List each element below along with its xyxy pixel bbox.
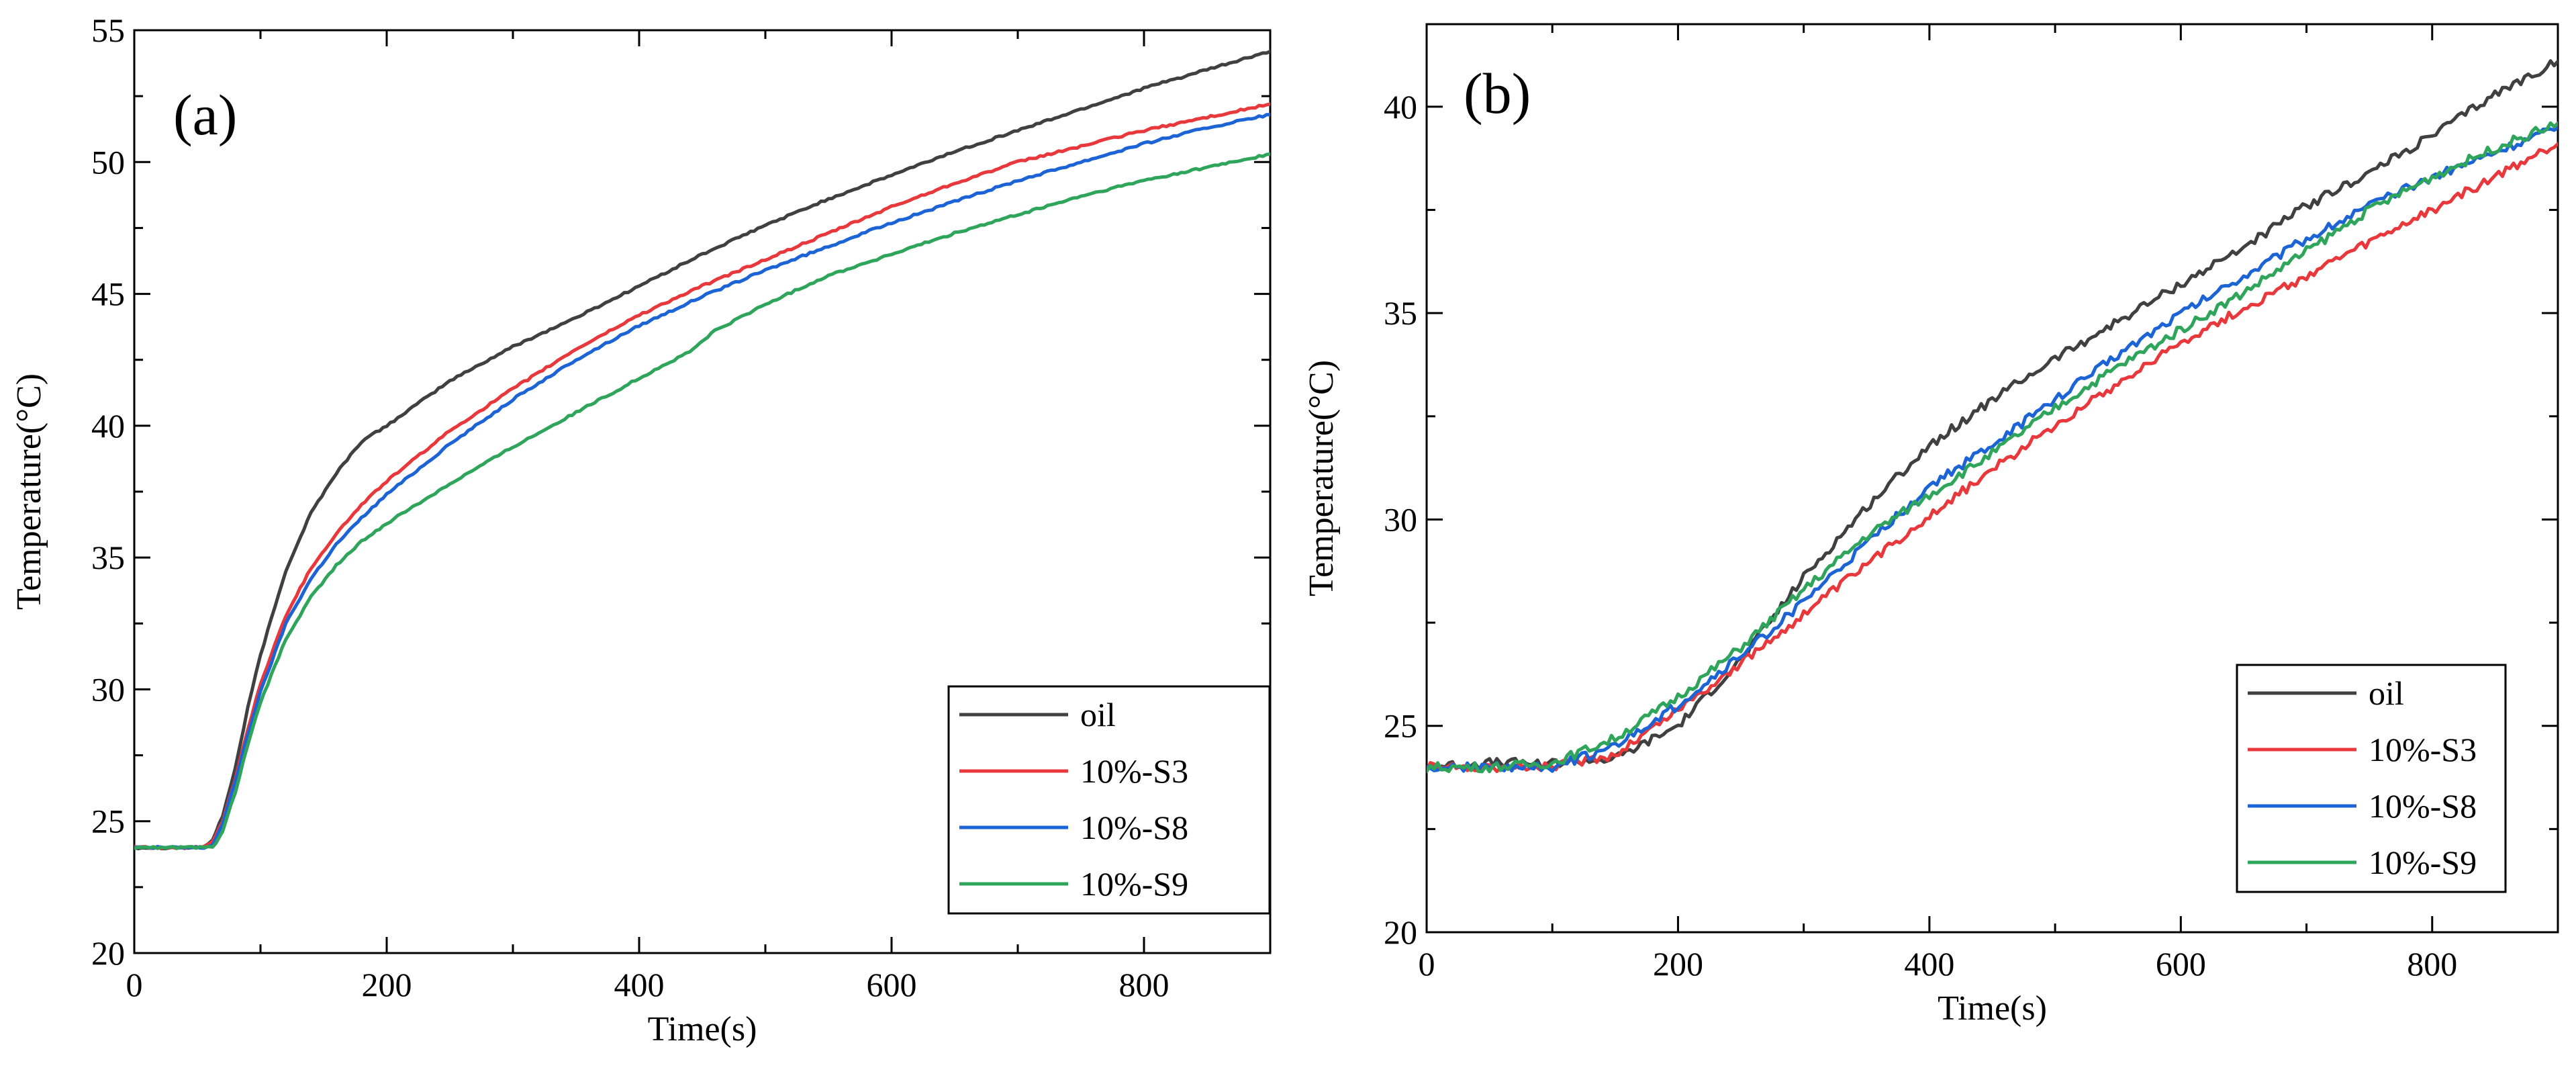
chart-a-series-line-oil bbox=[134, 49, 1270, 850]
chart-a-legend-label: 10%-S3 bbox=[1080, 752, 1188, 790]
chart-b-y-tick-label: 25 bbox=[1384, 707, 1417, 745]
chart-b-y-tick-label: 35 bbox=[1384, 294, 1417, 332]
chart-b-series-group bbox=[1427, 59, 2558, 774]
chart-a-legend-label: 10%-S9 bbox=[1080, 865, 1188, 903]
chart-b-x-tick-label: 200 bbox=[1653, 945, 1703, 983]
chart-a-series-line-10s8 bbox=[134, 113, 1270, 850]
chart-a-series-group bbox=[134, 49, 1270, 850]
chart-b-y-tick-label: 40 bbox=[1384, 88, 1417, 126]
chart-a-x-axis-title: Time(s) bbox=[648, 1010, 757, 1048]
chart-a-y-axis-title: Temperature(°C) bbox=[10, 373, 48, 610]
chart-a-legend-label: 10%-S8 bbox=[1080, 809, 1188, 846]
chart-a-x-tick-label: 200 bbox=[362, 966, 412, 1003]
chart-b-series-line-10s9 bbox=[1427, 121, 2558, 774]
chart-b-y-tick-label: 30 bbox=[1384, 500, 1417, 538]
chart-a-series-line-10s3 bbox=[134, 102, 1270, 850]
chart-b-plot-frame bbox=[1425, 23, 2559, 934]
chart-a-y-tick-label: 20 bbox=[91, 934, 125, 972]
chart-b-legend: oil 10%-S3 10%-S8 10%-S9 bbox=[2236, 664, 2507, 893]
chart-a-legend-box bbox=[947, 685, 1271, 915]
chart-a-x-tick-label: 800 bbox=[1119, 966, 1170, 1003]
chart-a-x-tick-label: 600 bbox=[867, 966, 917, 1003]
chart-b-x-tick-label: 600 bbox=[2156, 945, 2206, 983]
chart-b-x-tick-label: 400 bbox=[1904, 945, 1954, 983]
chart-b-series-line-10s3 bbox=[1427, 142, 2558, 774]
chart-a-y-tick-label: 45 bbox=[91, 275, 125, 313]
chart-b-y-axis-title: Temperature(°C) bbox=[1302, 360, 1341, 596]
chart-a-y-tick-label: 55 bbox=[91, 11, 125, 49]
chart-b-x-tick-label: 0 bbox=[1419, 945, 1435, 983]
chart-a-y-tick-label: 50 bbox=[91, 143, 125, 181]
chart-a-panel-label: (a) bbox=[173, 83, 237, 147]
chart-b-legend-label: 10%-S9 bbox=[2369, 844, 2477, 881]
chart-a-x-tick-label: 400 bbox=[614, 966, 665, 1003]
chart-a-legend: oil 10%-S3 10%-S8 10%-S9 bbox=[947, 685, 1271, 915]
chart-a-y-tick-label: 30 bbox=[91, 670, 125, 708]
chart-a-y-tick-label: 25 bbox=[91, 803, 125, 840]
chart-b-legend-label: 10%-S3 bbox=[2369, 731, 2477, 768]
chart-a-series-line-10s9 bbox=[134, 152, 1270, 850]
chart-b-legend-label: oil bbox=[2369, 674, 2404, 712]
chart-a-y-tick-label: 35 bbox=[91, 539, 125, 576]
chart-a-y-tick-label: 40 bbox=[91, 407, 125, 445]
chart-b-panel-label: (b) bbox=[1464, 61, 1531, 126]
chart-b-legend-label: 10%-S8 bbox=[2369, 787, 2477, 825]
chart-a-legend-label: oil bbox=[1080, 696, 1116, 733]
chart-b-x-axis-title: Time(s) bbox=[1938, 989, 2047, 1028]
chart-b-y-tick-label: 20 bbox=[1384, 913, 1417, 951]
chart-panel-b: 0 200 400 600 800 20 25 30 35 40 Time(s) Temperatur… bbox=[1302, 23, 2559, 1028]
chart-b-legend-box bbox=[2236, 664, 2507, 893]
chart-b-series-line-10s8 bbox=[1427, 126, 2558, 773]
chart-b-x-tick-label: 800 bbox=[2407, 945, 2457, 983]
chart-a-x-tick-label: 0 bbox=[126, 966, 143, 1003]
chart-panel-a: 0 200 400 600 800 20 25 30 35 40 45 50 55 Time(s) Temp… bbox=[10, 11, 1272, 1048]
